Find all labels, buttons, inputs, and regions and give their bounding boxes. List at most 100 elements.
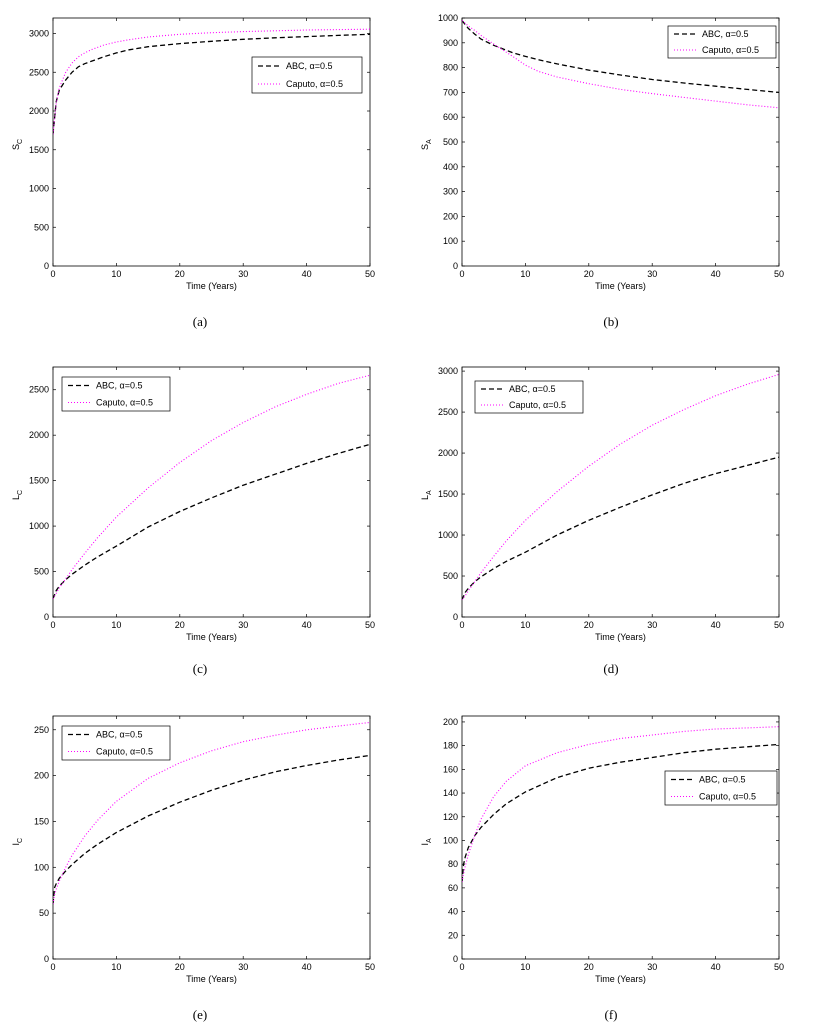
- x-axis-label: Time (Years): [595, 281, 646, 291]
- x-tick-label: 30: [647, 620, 657, 630]
- y-tick-label: 600: [443, 112, 458, 122]
- y-tick-label: 2500: [29, 67, 49, 77]
- series-line-abc: [53, 33, 370, 135]
- x-tick-label: 50: [365, 962, 375, 972]
- y-tick-label: 60: [448, 883, 458, 893]
- y-tick-label: 0: [44, 261, 49, 271]
- y-tick-label: 200: [34, 771, 49, 781]
- y-tick-label: 0: [44, 954, 49, 964]
- legend-label: ABC, α=0.5: [702, 29, 748, 39]
- y-tick-label: 0: [453, 612, 458, 622]
- y-tick-label: 500: [34, 222, 49, 232]
- legend-box: [251, 56, 363, 94]
- y-tick-label: 180: [443, 741, 458, 751]
- y-axis-label: LA: [420, 490, 433, 500]
- legend-box: [664, 770, 778, 806]
- legend-label: Caputo, α=0.5: [699, 792, 756, 802]
- y-tick-label: 900: [443, 38, 458, 48]
- subplot-caption: (d): [603, 661, 618, 676]
- y-tick-label: 700: [443, 87, 458, 97]
- subplot-caption: (f): [605, 1007, 618, 1022]
- series-line-caputo: [53, 374, 370, 600]
- y-tick-label: 1000: [29, 184, 49, 194]
- y-tick-label: 100: [34, 862, 49, 872]
- subplot-caption: (a): [193, 314, 207, 329]
- legend-box: [61, 725, 171, 761]
- x-tick-label: 20: [584, 269, 594, 279]
- subplot-caption: (c): [193, 661, 207, 676]
- y-tick-label: 2000: [29, 430, 49, 440]
- series-line-caputo: [53, 28, 370, 135]
- x-tick-label: 40: [711, 269, 721, 279]
- x-tick-label: 40: [711, 620, 721, 630]
- series-line-abc: [462, 743, 779, 883]
- legend-label: Caputo, α=0.5: [702, 45, 759, 55]
- x-tick-label: 40: [302, 620, 312, 630]
- y-tick-label: 80: [448, 859, 458, 869]
- y-tick-label: 250: [34, 725, 49, 735]
- y-tick-label: 1500: [29, 476, 49, 486]
- y-tick-label: 0: [453, 261, 458, 271]
- x-tick-label: 20: [175, 962, 185, 972]
- x-tick-label: 40: [302, 269, 312, 279]
- legend-label: ABC, α=0.5: [699, 775, 745, 785]
- y-tick-label: 100: [443, 835, 458, 845]
- x-tick-label: 0: [50, 620, 55, 630]
- legend: ABC, α=0.5 Caputo, α=0.5: [667, 25, 777, 59]
- y-tick-label: 160: [443, 764, 458, 774]
- y-tick-label: 3000: [438, 366, 458, 376]
- y-tick-label: 500: [443, 137, 458, 147]
- x-tick-label: 20: [584, 620, 594, 630]
- subplot-f: 0 10 20 30 40 50 0 20 40 60 80 100 120 140 160 180 200 Ti…: [420, 715, 784, 1022]
- y-axis-label: LC: [11, 490, 24, 500]
- legend-label: Caputo, α=0.5: [96, 398, 153, 408]
- y-tick-label: 400: [443, 162, 458, 172]
- y-tick-label: 200: [443, 211, 458, 221]
- legend: ABC, α=0.5 Caputo, α=0.5: [61, 376, 171, 412]
- x-tick-label: 0: [459, 269, 464, 279]
- y-tick-label: 500: [34, 567, 49, 577]
- y-tick-label: 1000: [438, 13, 458, 23]
- y-tick-label: 3000: [29, 29, 49, 39]
- x-tick-label: 30: [647, 269, 657, 279]
- y-tick-label: 20: [448, 930, 458, 940]
- x-axis-label: Time (Years): [186, 281, 237, 291]
- y-axis-label: IC: [11, 838, 24, 846]
- y-axis-label: SA: [420, 139, 433, 150]
- x-tick-label: 0: [50, 962, 55, 972]
- y-axis-label: IA: [420, 838, 433, 846]
- x-tick-label: 30: [238, 620, 248, 630]
- x-tick-label: 50: [774, 269, 784, 279]
- x-tick-label: 0: [459, 962, 464, 972]
- plot-area: [461, 715, 780, 960]
- y-tick-label: 1500: [29, 145, 49, 155]
- legend-box: [667, 25, 777, 59]
- x-tick-label: 50: [365, 620, 375, 630]
- legend-box: [61, 376, 171, 412]
- legend-box: [474, 380, 584, 414]
- legend: ABC, α=0.5 Caputo, α=0.5: [474, 380, 584, 414]
- y-tick-label: 120: [443, 812, 458, 822]
- x-tick-label: 20: [584, 962, 594, 972]
- x-tick-label: 10: [111, 269, 121, 279]
- y-tick-label: 2000: [438, 448, 458, 458]
- series-line-caputo: [462, 373, 779, 601]
- legend-label: ABC, α=0.5: [286, 61, 332, 71]
- y-tick-label: 1500: [438, 489, 458, 499]
- x-tick-label: 30: [238, 962, 248, 972]
- legend-label: Caputo, α=0.5: [96, 747, 153, 757]
- legend: ABC, α=0.5 Caputo, α=0.5: [664, 770, 778, 806]
- x-tick-label: 10: [520, 269, 530, 279]
- x-axis-label: Time (Years): [186, 632, 237, 642]
- x-tick-label: 40: [302, 962, 312, 972]
- y-tick-label: 0: [453, 954, 458, 964]
- x-tick-label: 30: [238, 269, 248, 279]
- x-tick-label: 0: [459, 620, 464, 630]
- y-tick-label: 2500: [29, 385, 49, 395]
- y-tick-label: 2500: [438, 407, 458, 417]
- y-tick-label: 100: [443, 236, 458, 246]
- x-tick-label: 50: [774, 962, 784, 972]
